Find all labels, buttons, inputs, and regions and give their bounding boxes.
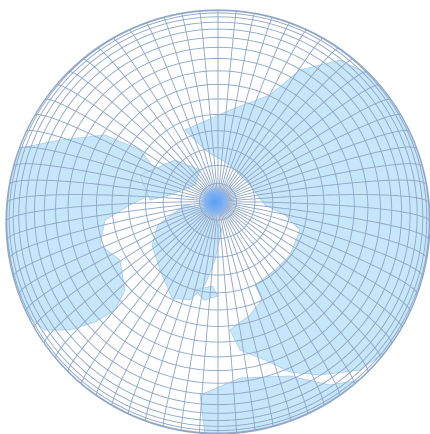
meridian (44, 98, 219, 203)
meridian (217, 201, 369, 373)
meridian (25, 201, 219, 312)
meridian (145, 201, 219, 422)
meridian (33, 201, 219, 329)
meridian (18, 201, 219, 295)
parallel (180, 164, 256, 240)
meridian (217, 201, 237, 434)
parallel (8, 10, 428, 427)
parallel (12, 12, 424, 422)
meridian (81, 201, 219, 386)
meridian (217, 163, 424, 203)
meridian (217, 47, 340, 202)
meridian (25, 130, 219, 203)
north-pole-highlight (199, 186, 231, 218)
meridian (68, 70, 219, 203)
meridian (199, 201, 219, 434)
meridian (217, 179, 428, 203)
parallel (25, 21, 411, 406)
meridian (217, 201, 355, 386)
parallel (55, 46, 381, 372)
meridian (217, 114, 402, 203)
meridian (217, 130, 411, 203)
meridian (217, 201, 424, 278)
meridian (217, 201, 418, 295)
meridian (217, 146, 418, 203)
meridian (217, 201, 309, 415)
meridian (111, 201, 219, 407)
parallel (95, 83, 341, 327)
meridian (95, 201, 219, 397)
parallel (145, 130, 291, 276)
meridian (217, 58, 354, 202)
meridian (18, 146, 219, 203)
meridian (217, 29, 308, 202)
meridian (67, 201, 219, 373)
meridian (217, 201, 274, 428)
meridian (43, 201, 219, 345)
meridian (180, 201, 219, 432)
meridian (82, 58, 219, 202)
parallel (162, 147, 274, 258)
meridian (217, 194, 430, 204)
meridian (217, 98, 392, 203)
meridian (217, 201, 291, 422)
meridian (217, 201, 325, 407)
parallel (18, 16, 418, 414)
parallel (81, 70, 355, 343)
meridian (217, 201, 411, 312)
meridian (55, 84, 219, 203)
globe-outline (5, 9, 430, 434)
meridian (6, 194, 219, 204)
meridian (217, 201, 381, 359)
meridian (217, 84, 381, 203)
meridian (217, 201, 393, 345)
meridian (217, 37, 324, 202)
graticule (6, 10, 430, 434)
meridian (34, 114, 219, 203)
meridian (128, 29, 219, 202)
meridian (96, 47, 219, 202)
meridian (112, 37, 219, 202)
meridian (12, 163, 219, 203)
parallel (43, 37, 393, 384)
parallel (111, 98, 325, 311)
meridian (162, 201, 219, 428)
meridian (217, 70, 368, 203)
meridian (127, 201, 219, 415)
meridian (217, 201, 403, 329)
meridian (55, 201, 219, 359)
meridian (8, 179, 219, 203)
meridian (217, 201, 341, 397)
parallel (127, 113, 309, 294)
parallel (67, 57, 369, 358)
meridian (12, 201, 219, 278)
meridian (217, 201, 256, 432)
parallel (33, 28, 403, 396)
